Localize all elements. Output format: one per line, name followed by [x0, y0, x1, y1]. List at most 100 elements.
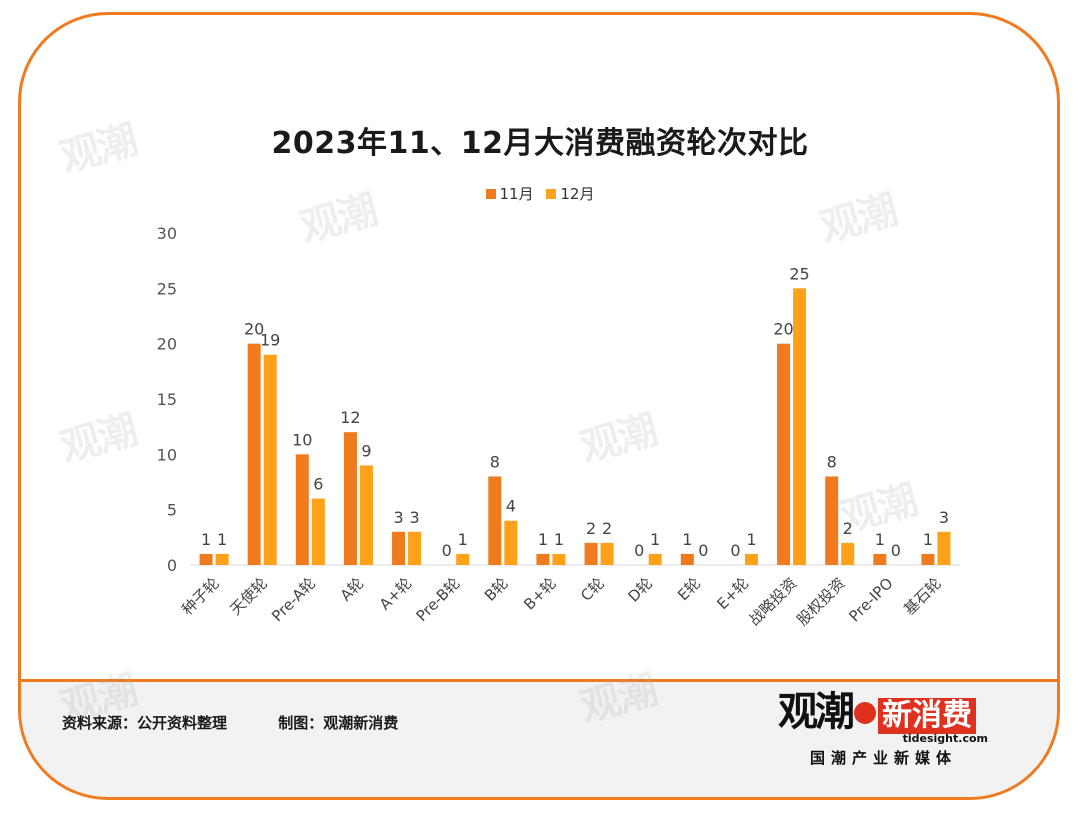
- y-tick-label: 0: [167, 556, 177, 575]
- data-label: 1: [923, 530, 933, 549]
- logo-row: 观潮 新消费: [778, 690, 1008, 734]
- logo-circle-icon: [854, 702, 876, 724]
- bar-dec: [263, 354, 277, 565]
- x-tick-label: A轮: [337, 574, 368, 605]
- x-tick-label: C轮: [577, 574, 608, 605]
- bar-nov: [536, 553, 550, 565]
- bar-dec: [504, 520, 518, 565]
- legend-swatch: [546, 188, 557, 199]
- logo-brand-a: 观潮: [778, 689, 855, 735]
- legend-label: 12月: [560, 185, 595, 203]
- bar-nov: [825, 476, 839, 565]
- data-label: 0: [698, 541, 708, 560]
- bar-nov: [680, 553, 694, 565]
- bar-nov: [392, 531, 406, 565]
- bar-dec: [648, 553, 662, 565]
- data-label: 1: [538, 530, 548, 549]
- data-label: 3: [393, 508, 403, 527]
- data-label: 1: [201, 530, 211, 549]
- x-tick-label: Pre-A轮: [268, 574, 319, 625]
- source-text: 资料来源：公开资料整理: [62, 714, 228, 732]
- bar-nov: [343, 432, 357, 565]
- data-label: 1: [650, 530, 660, 549]
- x-tick-label: 种子轮: [178, 574, 223, 619]
- data-label: 1: [217, 530, 227, 549]
- data-label: 0: [442, 541, 452, 560]
- data-label: 1: [875, 530, 885, 549]
- bar-dec: [552, 553, 566, 565]
- y-tick-label: 20: [157, 335, 177, 354]
- data-label: 4: [506, 497, 516, 516]
- data-label: 12: [340, 408, 360, 427]
- y-tick-label: 5: [167, 501, 177, 520]
- logo-site: tidesight.com: [902, 732, 988, 745]
- x-tick-label: E轮: [674, 574, 704, 604]
- data-label: 10: [292, 430, 312, 449]
- data-label: 1: [554, 530, 564, 549]
- legend-swatch: [485, 188, 496, 199]
- data-label: 1: [458, 530, 468, 549]
- bar-dec: [744, 553, 758, 565]
- data-label: 19: [260, 331, 280, 350]
- data-label: 20: [773, 320, 793, 339]
- x-tick-label: 股权投资: [793, 574, 848, 629]
- data-label: 1: [682, 530, 692, 549]
- bar-dec: [311, 498, 325, 565]
- data-label: 2: [586, 519, 596, 538]
- chart-title: 2023年11、12月大消费融资轮次对比: [271, 126, 809, 161]
- logo-tagline: 国潮产业新媒体: [810, 749, 958, 767]
- bar-nov: [199, 553, 213, 565]
- bar-dec: [456, 553, 470, 565]
- bar-dec: [408, 531, 422, 565]
- data-label: 6: [313, 475, 323, 494]
- logo-brand-b: 新消费: [878, 698, 976, 734]
- y-tick-label: 30: [157, 224, 177, 243]
- y-tick-label: 10: [157, 445, 177, 464]
- bar-dec: [841, 542, 855, 565]
- data-label: 2: [602, 519, 612, 538]
- bar-nov: [488, 476, 502, 565]
- bar-dec: [793, 288, 807, 565]
- x-tick-label: E+轮: [713, 574, 752, 613]
- bar-nov: [921, 553, 935, 565]
- bar-nov: [584, 542, 598, 565]
- data-label: 8: [827, 452, 837, 471]
- data-label: 8: [490, 452, 500, 471]
- bar-nov: [247, 343, 261, 565]
- bar-dec: [600, 542, 614, 565]
- data-label: 25: [789, 264, 809, 283]
- bar-nov: [873, 553, 887, 565]
- bar-dec: [937, 531, 951, 565]
- maker-text: 制图：观潮新消费: [278, 714, 399, 732]
- bar-dec: [215, 553, 229, 565]
- y-tick-label: 15: [157, 390, 177, 409]
- x-tick-label: A+轮: [376, 574, 415, 613]
- legend-item-dec: 12月: [546, 183, 594, 204]
- x-tick-label: Pre-B轮: [413, 574, 464, 625]
- data-label: 1: [746, 530, 756, 549]
- data-label: 9: [361, 441, 371, 460]
- chart-legend: 11月 12月: [0, 183, 1080, 204]
- brand-logo: 观潮 新消费 tidesight.com 国潮产业新媒体: [778, 690, 1008, 770]
- bar-nov: [295, 454, 309, 565]
- x-tick-label: Pre-IPO: [845, 574, 896, 625]
- x-tick-label: 基石轮: [900, 574, 945, 619]
- bar-dec: [359, 465, 373, 565]
- legend-item-nov: 11月: [485, 183, 534, 204]
- data-label: 0: [634, 541, 644, 560]
- data-label: 0: [730, 541, 740, 560]
- data-label: 0: [891, 541, 901, 560]
- x-tick-label: B+轮: [520, 574, 559, 613]
- legend-label: 11月: [499, 185, 534, 203]
- x-tick-label: 战略投资: [745, 574, 800, 629]
- data-label: 3: [939, 508, 949, 527]
- x-tick-label: D轮: [625, 574, 657, 606]
- data-label: 20: [244, 320, 264, 339]
- x-tick-label: B轮: [481, 574, 512, 605]
- chart-frame: [18, 12, 1060, 800]
- data-label: 2: [843, 519, 853, 538]
- data-label: 3: [409, 508, 419, 527]
- bar-nov: [777, 343, 791, 565]
- x-tick-label: 天使轮: [226, 574, 271, 619]
